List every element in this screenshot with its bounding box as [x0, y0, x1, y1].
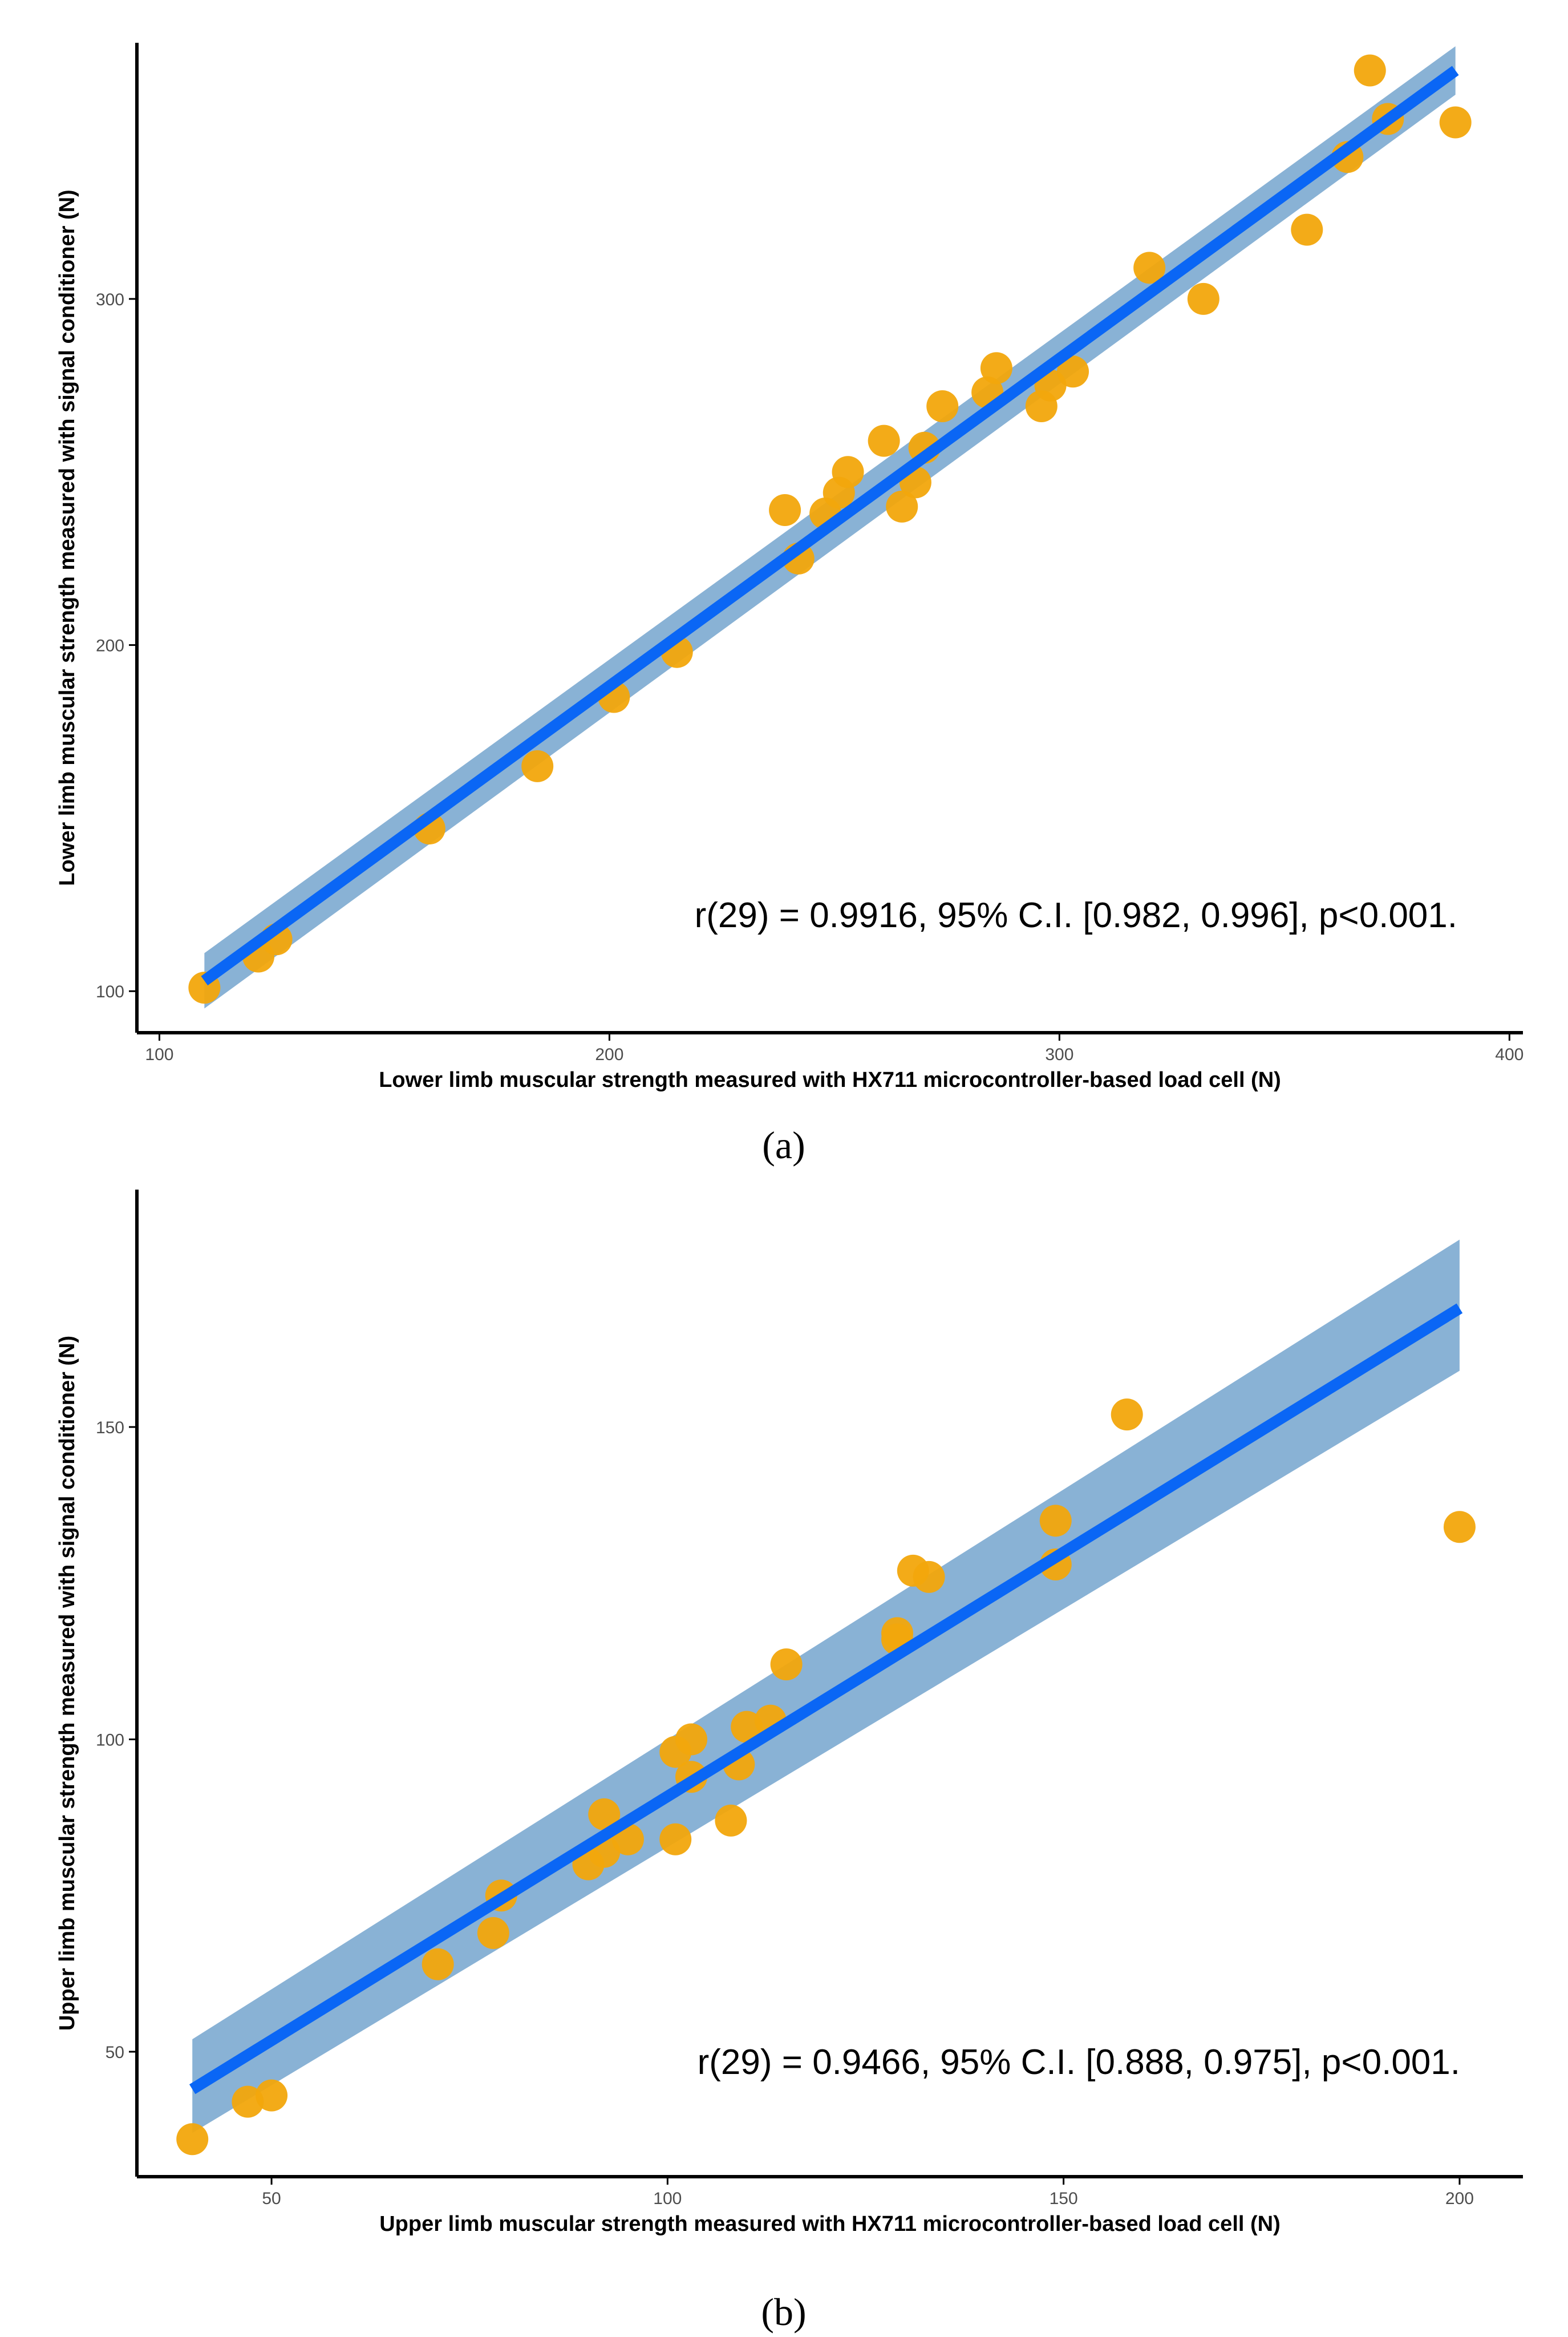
data-point — [715, 1804, 747, 1837]
data-point — [770, 1648, 803, 1681]
y-tick-label: 100 — [96, 982, 124, 1001]
x-axis-label-a: Lower limb muscular strength measured wi… — [379, 1068, 1281, 1092]
correlation-annotation-b: r(29) = 0.9466, 95% C.I. [0.888, 0.975],… — [698, 2043, 1460, 2082]
data-point — [477, 1916, 509, 1949]
chart-panel-b: 50 100 150 200 50 100 150 Upper limb muscular… — [55, 1190, 1523, 2334]
data-point — [422, 1948, 454, 1980]
x-tick-label: 200 — [1445, 2189, 1474, 2208]
panel-label-b: (b) — [761, 2290, 806, 2334]
correlation-annotation-a: r(29) = 0.9916, 95% C.I. [0.982, 0.996],… — [695, 896, 1457, 935]
data-point — [1291, 213, 1323, 246]
regression-line-a — [201, 66, 1459, 986]
data-point — [1187, 282, 1219, 315]
data-point — [1039, 1505, 1072, 1537]
x-tick-label: 50 — [262, 2189, 281, 2208]
x-ticks-a: 100 200 300 400 — [145, 1033, 1524, 1064]
chart-panel-a: 100 200 300 400 100 200 300 Lower limb muscul… — [55, 43, 1524, 1167]
data-point — [1133, 252, 1166, 284]
panel-label-a: (a) — [762, 1123, 805, 1167]
data-point — [521, 750, 554, 782]
data-point — [176, 2123, 209, 2156]
y-tick-label: 300 — [96, 290, 124, 309]
regression-line-b — [189, 1303, 1463, 2095]
y-ticks-b: 50 100 150 — [96, 1418, 137, 2062]
y-tick-label: 50 — [106, 2043, 124, 2062]
data-point — [769, 494, 801, 526]
y-tick-label: 100 — [96, 1731, 124, 1750]
x-tick-label: 300 — [1045, 1045, 1073, 1064]
x-axis-label-b: Upper limb muscular strength measured wi… — [379, 2212, 1281, 2236]
confidence-band-b — [192, 1239, 1460, 2133]
y-axis-label-b: Upper limb muscular strength measured wi… — [55, 1336, 79, 2031]
data-point — [675, 1723, 707, 1756]
x-tick-label: 100 — [653, 2189, 682, 2208]
data-point — [1057, 355, 1089, 388]
data-point — [926, 390, 959, 422]
x-tick-label: 200 — [595, 1045, 623, 1064]
x-tick-label: 150 — [1050, 2189, 1078, 2208]
x-tick-label: 400 — [1495, 1045, 1524, 1064]
data-point — [1111, 1398, 1143, 1431]
data-point — [1443, 1511, 1476, 1543]
points-b — [176, 1398, 1476, 2156]
y-tick-label: 200 — [96, 637, 124, 656]
data-point — [1439, 106, 1472, 139]
y-tick-label: 150 — [96, 1418, 124, 1437]
data-point — [832, 456, 864, 488]
data-point — [913, 1560, 945, 1593]
data-point — [659, 1823, 692, 1855]
y-axis-label-a: Lower limb muscular strength measured wi… — [55, 189, 79, 886]
data-point — [980, 352, 1012, 385]
data-point — [588, 1798, 621, 1830]
y-ticks-a: 100 200 300 — [96, 290, 137, 1001]
x-tick-label: 100 — [145, 1045, 173, 1064]
data-point — [886, 490, 918, 523]
data-point — [868, 424, 900, 457]
data-point — [256, 2079, 288, 2112]
data-point — [1354, 54, 1386, 87]
x-ticks-b: 50 100 150 200 — [262, 2177, 1474, 2208]
